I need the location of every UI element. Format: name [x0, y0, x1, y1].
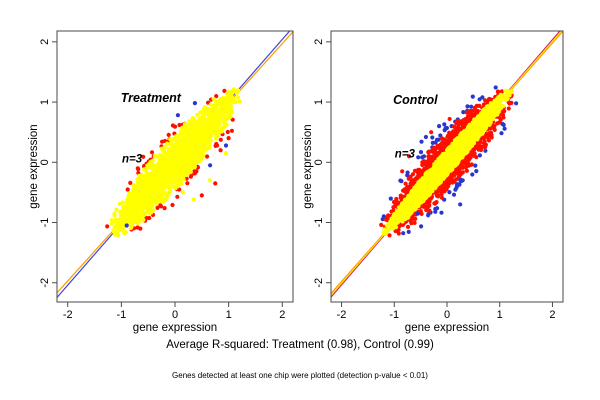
x-tick-label: 1: [497, 309, 503, 321]
panel-annotation: n=3: [122, 153, 143, 165]
y-tick-label: 1: [313, 99, 325, 105]
panel-title: Control: [393, 93, 438, 107]
x-tick-label: -1: [116, 309, 126, 321]
caption-r-squared: Average R-squared: Treatment (0.98), Con…: [166, 339, 434, 351]
y-tick-label: -1: [313, 218, 325, 228]
x-tick-label: 2: [279, 309, 285, 321]
y-tick-label: -2: [313, 278, 325, 288]
y-tick-label: 0: [39, 159, 51, 165]
scatter-points-outer: [175, 101, 229, 168]
x-tick-label: -2: [337, 309, 347, 321]
panel-treatment: -2 -1 0 1 2 gene expression -2 -1 0 1 2 gene expres…: [28, 30, 294, 334]
x-axis: -2 -1 0 1 2 gene expression: [63, 302, 285, 334]
x-tick-label: -1: [389, 309, 399, 321]
x-axis: -2 -1 0 1 2 gene expression: [337, 302, 556, 334]
x-tick-label: 2: [549, 309, 555, 321]
x-axis-title: gene expression: [133, 322, 217, 334]
y-axis-title: gene expression: [302, 124, 314, 208]
x-tick-label: 0: [172, 309, 178, 321]
x-tick-label: 0: [444, 309, 450, 321]
panel-control: -2 -1 0 1 2 gene expression -2 -1 0 1 2 gene expres…: [302, 30, 564, 334]
y-tick-label: -1: [39, 218, 51, 228]
y-tick-label: 2: [313, 39, 325, 45]
scatter-points-outer: [380, 85, 519, 236]
y-axis-title: gene expression: [28, 124, 40, 208]
x-tick-label: 1: [226, 309, 232, 321]
outlier-points: [400, 116, 463, 216]
scatter-points-core: [381, 88, 514, 236]
panel-title: Treatment: [121, 91, 182, 105]
y-tick-label: 1: [39, 99, 51, 105]
panel-annotation: n=3: [395, 148, 416, 160]
x-tick-label: -2: [63, 309, 73, 321]
y-tick-label: 0: [313, 159, 325, 165]
outlier-points: [124, 148, 229, 228]
x-axis-title: gene expression: [405, 322, 489, 334]
y-axis: -2 -1 0 1 2 gene expression: [28, 39, 57, 288]
y-tick-label: -2: [39, 278, 51, 288]
y-tick-label: 2: [39, 39, 51, 45]
scatter-points-core: [109, 87, 242, 238]
y-axis: -2 -1 0 1 2 gene expression: [302, 39, 331, 288]
caption-footnote: Genes detected at least one chip were pl…: [172, 371, 428, 380]
